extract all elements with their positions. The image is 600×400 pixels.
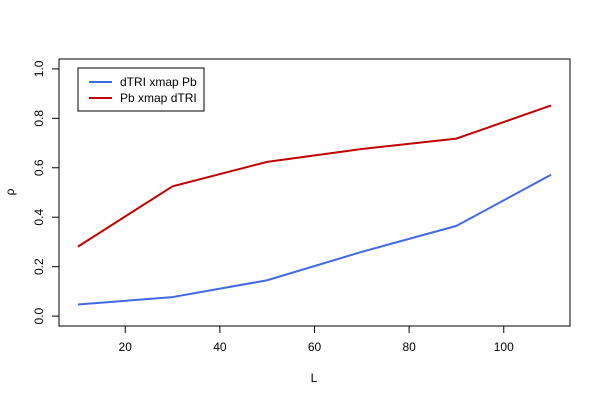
- x-axis: 20 40 60 80 100: [119, 325, 514, 354]
- y-tick-label: 0.0: [32, 307, 46, 324]
- x-axis-title: L: [311, 371, 318, 385]
- x-tick-label: 20: [119, 340, 133, 354]
- legend-label-2: Pb xmap dTRI: [120, 91, 197, 105]
- y-tick-label: 1.0: [32, 60, 46, 77]
- legend: dTRI xmap Pb Pb xmap dTRI: [77, 67, 205, 112]
- series-line-1: [77, 173, 552, 306]
- x-tick-label: 40: [213, 340, 227, 354]
- y-tick-label: 0.4: [32, 209, 46, 226]
- x-tick-label: 60: [308, 340, 322, 354]
- legend-label-1: dTRI xmap Pb: [120, 75, 197, 89]
- y-axis: 0.0 0.2 0.4 0.6 0.8 1.0: [32, 60, 60, 324]
- legend-box: [77, 67, 205, 112]
- y-tick-label: 0.8: [32, 110, 46, 127]
- series-line-2: [77, 104, 552, 248]
- x-tick-label: 100: [494, 340, 514, 354]
- x-tick-label: 80: [402, 340, 416, 354]
- y-tick-label: 0.6: [32, 159, 46, 176]
- y-tick-label: 0.2: [32, 258, 46, 275]
- series-layer: [77, 104, 552, 306]
- y-axis-title: ρ: [3, 188, 17, 195]
